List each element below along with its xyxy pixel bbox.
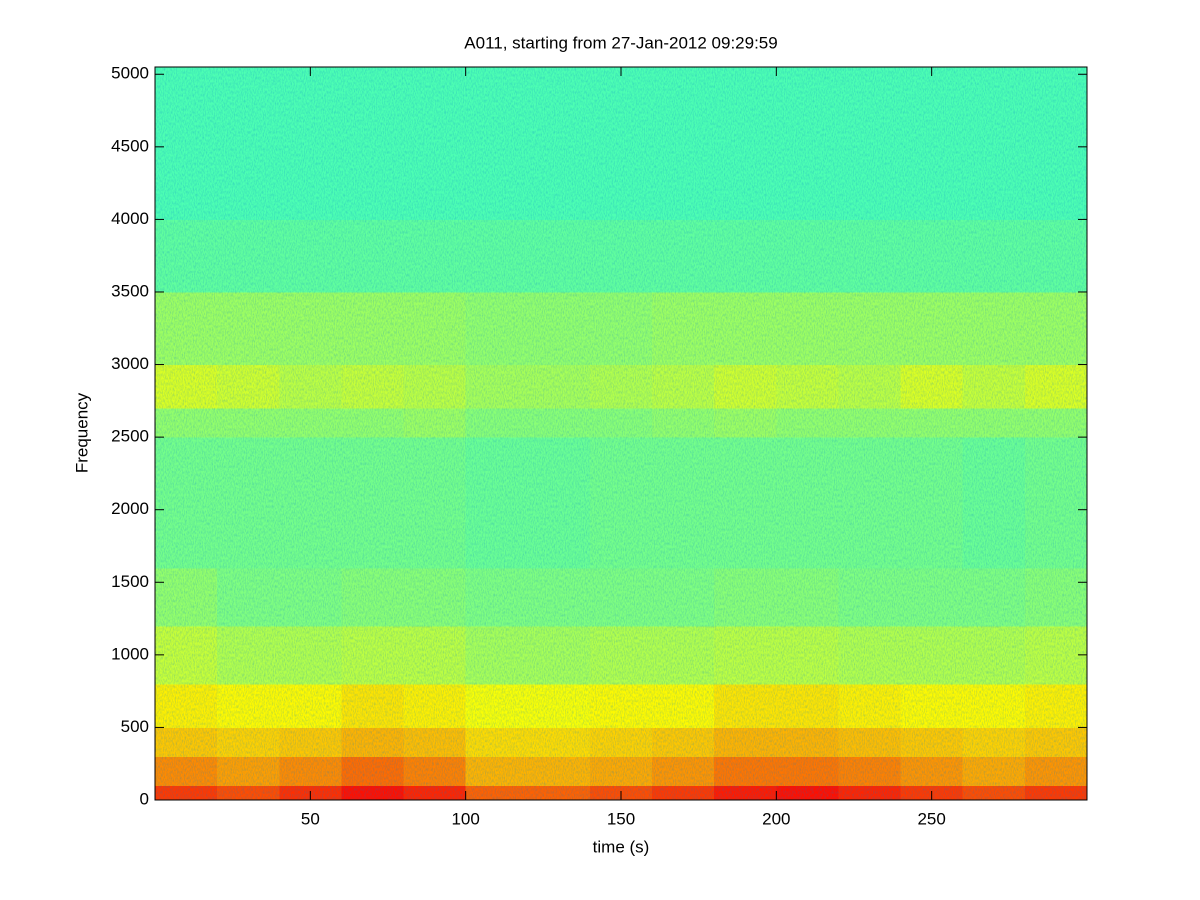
y-tick-label: 5000: [111, 64, 149, 83]
y-tick-label: 1000: [111, 644, 149, 663]
x-tick-label: 100: [451, 809, 479, 828]
y-tick-label: 4500: [111, 136, 149, 155]
y-tick-label: 4000: [111, 209, 149, 228]
x-tick-label: 150: [607, 809, 635, 828]
y-tick-label: 1500: [111, 572, 149, 591]
y-tick-label: 0: [140, 789, 149, 808]
y-tick-label: 2000: [111, 499, 149, 518]
y-tick-label: 3000: [111, 354, 149, 373]
y-tick-label: 500: [121, 717, 149, 736]
x-tick-label: 250: [917, 809, 945, 828]
y-tick-label: 3500: [111, 281, 149, 300]
y-axis-label: Frequency: [72, 392, 91, 473]
x-tick-label: 50: [301, 809, 320, 828]
chart-title: A011, starting from 27-Jan-2012 09:29:59: [464, 33, 777, 52]
x-axis-label: time (s): [593, 837, 650, 856]
x-tick-label: 200: [762, 809, 790, 828]
ticks: 50 100 150 200 25005001000150020002500300035…: [111, 64, 1087, 828]
texture: [155, 67, 1087, 800]
y-tick-label: 2500: [111, 427, 149, 446]
